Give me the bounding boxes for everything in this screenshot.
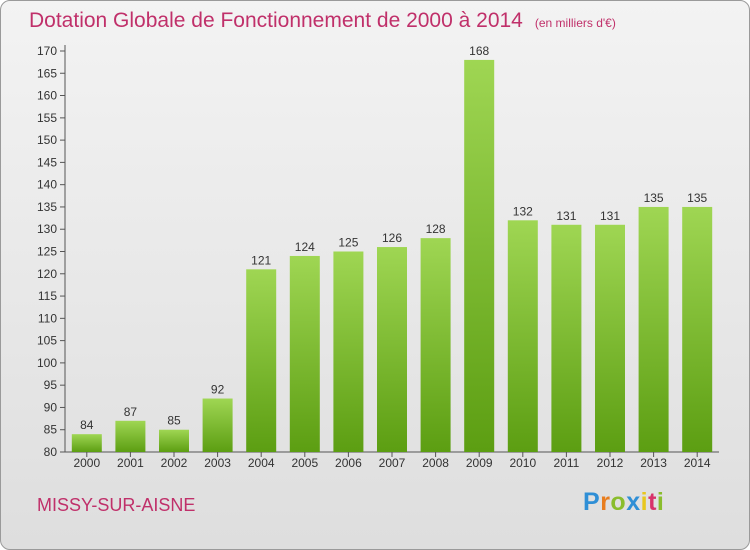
x-tick-label: 2011 <box>553 456 579 470</box>
chart-title-text: Dotation Globale de Fonctionnement de 20… <box>29 9 523 32</box>
y-tick-label: 150 <box>37 133 57 147</box>
logo-letter: i <box>640 488 649 516</box>
data-labels: 84 87 85 92 121 124 125 126 128 168 132 131 131 135 13… <box>80 44 707 432</box>
x-tick-label: 2013 <box>640 456 667 470</box>
x-tick-label: 2002 <box>161 456 188 470</box>
y-tick-label: 100 <box>37 356 57 370</box>
bar-2006 <box>333 251 364 452</box>
logo-letter: x <box>626 488 641 516</box>
x-tick-label: 2014 <box>684 456 711 470</box>
y-tick-label: 130 <box>37 222 57 236</box>
bar-2011 <box>551 224 582 452</box>
data-label: 168 <box>469 44 489 58</box>
chart-unit-note: (en milliers d'€) <box>534 16 616 30</box>
data-label: 85 <box>167 414 181 428</box>
data-label: 92 <box>211 383 225 397</box>
y-tick-label: 135 <box>37 200 57 214</box>
data-label: 84 <box>80 418 94 432</box>
data-label: 128 <box>426 222 446 236</box>
bars <box>71 59 713 453</box>
bar-2013 <box>638 206 669 452</box>
bar-2010 <box>507 220 538 452</box>
y-tick-label: 120 <box>37 267 57 281</box>
data-label: 131 <box>556 209 576 223</box>
bar-2001 <box>115 420 146 452</box>
proxiti-logo[interactable]: Proxiti <box>583 488 664 517</box>
data-label: 126 <box>382 231 402 245</box>
y-tick-label: 115 <box>38 289 57 303</box>
x-axis: 2000 2001 2002 2003 2004 2005 2006 2007 2008 2009… <box>65 451 719 470</box>
y-tick-label: 90 <box>44 400 58 414</box>
data-label: 124 <box>295 240 315 254</box>
bar-2009 <box>464 59 495 453</box>
x-tick-label: 2005 <box>291 456 318 470</box>
data-label: 135 <box>687 191 707 205</box>
bar-2012 <box>595 224 625 452</box>
y-tick-label: 95 <box>44 378 58 392</box>
logo-letter: o <box>610 488 627 516</box>
y-tick-label: 145 <box>37 155 57 169</box>
x-tick-label: 2000 <box>73 456 100 470</box>
y-tick-label: 140 <box>37 178 57 192</box>
data-label: 131 <box>600 209 620 223</box>
logo-letter: t <box>648 488 657 516</box>
y-axis: 80 85 90 95 100 105 110 115 120 125 130 135 140 145 15… <box>37 44 66 459</box>
data-label: 125 <box>338 236 358 250</box>
bar-2002 <box>159 429 189 452</box>
x-tick-label: 2001 <box>117 456 144 470</box>
bar-2005 <box>289 255 320 452</box>
bar-2014 <box>682 206 713 452</box>
x-tick-label: 2006 <box>335 456 362 470</box>
x-tick-label: 2009 <box>466 456 493 470</box>
data-label: 132 <box>513 204 533 218</box>
data-label: 135 <box>644 191 664 205</box>
data-label: 87 <box>124 405 138 419</box>
logo-letter: P <box>583 488 601 516</box>
x-tick-label: 2004 <box>248 456 275 470</box>
x-tick-label: 2010 <box>509 456 536 470</box>
logo-letter: r <box>600 488 611 516</box>
bar-2000 <box>71 434 102 452</box>
x-tick-label: 2008 <box>422 456 449 470</box>
x-tick-label: 2007 <box>379 456 406 470</box>
y-tick-label: 170 <box>37 44 57 58</box>
y-tick-label: 165 <box>37 66 57 80</box>
y-tick-label: 160 <box>37 89 57 103</box>
y-tick-label: 155 <box>37 111 57 125</box>
commune-name: MISSY-SUR-AISNE <box>37 495 196 515</box>
bar-2007 <box>377 247 407 452</box>
y-tick-label: 85 <box>44 423 58 437</box>
y-tick-label: 110 <box>38 311 57 325</box>
y-tick-label: 125 <box>37 245 57 259</box>
bar-2003 <box>202 398 233 452</box>
x-tick-label: 2003 <box>204 456 231 470</box>
y-tick-label: 80 <box>44 445 58 459</box>
logo-letter: i <box>656 488 665 516</box>
bar-2004 <box>246 269 277 452</box>
data-label: 121 <box>251 253 271 267</box>
bar-2008 <box>420 238 451 452</box>
y-tick-label: 105 <box>37 334 57 348</box>
x-tick-label: 2012 <box>597 456 624 470</box>
chart-title: Dotation Globale de Fonctionnement de 20… <box>29 9 616 33</box>
